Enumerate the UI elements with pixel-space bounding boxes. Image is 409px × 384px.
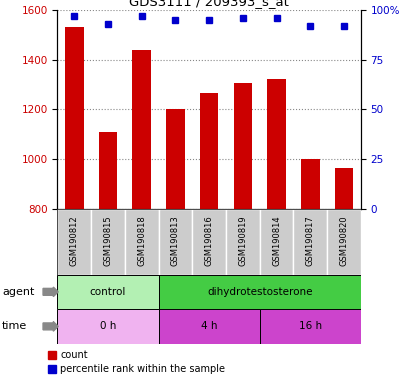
Bar	[57, 275, 158, 309]
Bar	[192, 209, 225, 275]
Text: GSM190816: GSM190816	[204, 215, 213, 266]
Bar	[158, 209, 192, 275]
Bar	[57, 309, 158, 344]
Text: GSM190814: GSM190814	[271, 215, 280, 266]
Text: 16 h: 16 h	[298, 321, 321, 331]
Bar	[293, 209, 326, 275]
Text: GSM190812: GSM190812	[70, 215, 79, 266]
Bar	[233, 83, 252, 209]
Bar	[326, 209, 360, 275]
Text: 4 h: 4 h	[200, 321, 217, 331]
Bar	[166, 109, 184, 209]
Bar	[259, 209, 293, 275]
Text: GSM190815: GSM190815	[103, 215, 112, 266]
Bar	[199, 93, 218, 209]
Bar	[158, 275, 360, 309]
Legend: count, percentile rank within the sample: count, percentile rank within the sample	[46, 349, 227, 376]
Title: GDS3111 / 209393_s_at: GDS3111 / 209393_s_at	[129, 0, 288, 8]
Text: GSM190817: GSM190817	[305, 215, 314, 266]
Bar	[334, 168, 353, 209]
Text: agent: agent	[2, 287, 34, 297]
Text: 0 h: 0 h	[99, 321, 116, 331]
Bar	[124, 209, 158, 275]
Bar	[300, 159, 319, 209]
Bar	[132, 50, 151, 209]
Text: time: time	[2, 321, 27, 331]
Text: GSM190818: GSM190818	[137, 215, 146, 266]
Bar	[57, 209, 91, 275]
Bar	[91, 209, 124, 275]
Bar	[267, 79, 285, 209]
Text: GSM190820: GSM190820	[339, 215, 348, 266]
Text: control: control	[90, 287, 126, 297]
Text: dihydrotestosterone: dihydrotestosterone	[207, 287, 312, 297]
Bar	[65, 27, 83, 209]
Bar	[158, 309, 259, 344]
Text: GSM190813: GSM190813	[171, 215, 180, 266]
Bar	[259, 309, 360, 344]
Bar	[99, 132, 117, 209]
Bar	[225, 209, 259, 275]
Text: GSM190819: GSM190819	[238, 215, 247, 266]
